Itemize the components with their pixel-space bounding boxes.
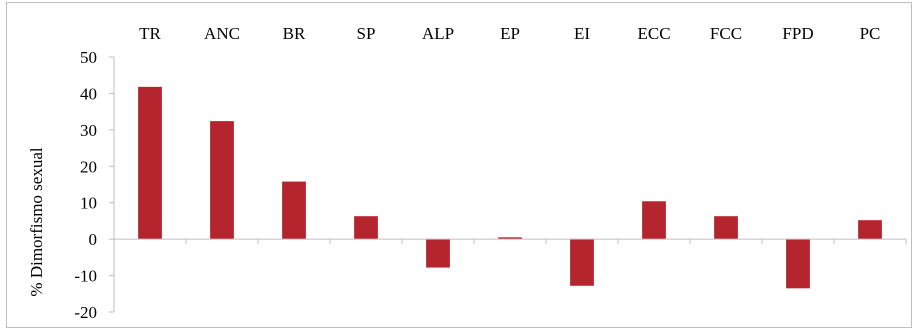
y-tick-label: 50 [80,48,97,67]
category-label: PC [860,24,881,43]
chart-frame [6,2,912,328]
y-tick-label: 20 [80,157,97,176]
bar-br [282,181,306,240]
y-tick-label: 30 [80,121,97,140]
y-axis-ticks: 50 40 30 20 10 0 -10 -20 [74,48,114,322]
category-label: FCC [710,24,742,43]
bar-alp [426,239,450,268]
y-tick-label: 0 [89,230,98,249]
bar-sp [354,216,378,240]
category-label: ECC [637,24,670,43]
bar-pc [858,220,882,240]
axes [113,57,907,312]
category-label: EP [500,24,520,43]
y-tick-label: 40 [80,84,97,103]
category-label: ALP [422,24,454,43]
category-label: BR [283,24,306,43]
category-label: ANC [204,24,240,43]
bar-anc [210,121,234,240]
y-axis-label: % Dimorfismo sexual [27,147,46,296]
bar-ep [498,237,522,240]
y-tick-label: -20 [74,303,97,322]
category-label: FPD [782,24,813,43]
category-label: EI [574,24,590,43]
y-tick-label: -10 [74,267,97,286]
bar-fcc [714,216,738,240]
category-label: TR [139,24,161,43]
bar-ecc [642,201,666,240]
category-labels: TR ANC BR SP ALP EP EI ECC FCC FPD PC [139,24,880,43]
bar-tr [138,86,162,240]
bar-fpd [786,239,810,289]
y-tick-label: 10 [80,194,97,213]
bar-ei [570,239,594,286]
bars [138,86,882,289]
category-label: SP [357,24,376,43]
